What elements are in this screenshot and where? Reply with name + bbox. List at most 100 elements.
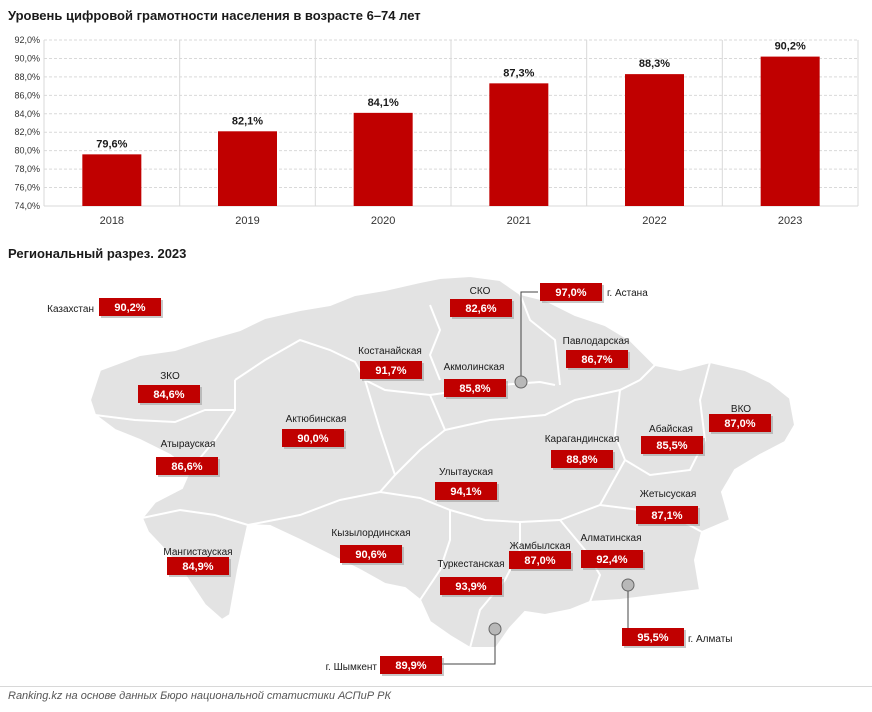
value-badge-label: 89,9%: [395, 660, 426, 672]
x-tick-label: 2020: [371, 215, 395, 227]
region-name: СКО: [470, 286, 491, 297]
value-badge: [435, 482, 497, 500]
value-badge-label: 85,8%: [459, 383, 490, 395]
x-tick-label: 2021: [507, 215, 531, 227]
bars: 79,6% 82,1% 84,1% 87,3% 88,3% 90,2%: [82, 41, 820, 206]
footer-divider: [0, 686, 872, 687]
x-axis: 2018 2019 2020 2021 2022 2023: [100, 215, 803, 227]
bar: [353, 112, 413, 206]
bar: [625, 74, 684, 206]
city-dot: [488, 622, 502, 636]
region-map: СКО 82,6% Костанайская 91,7% Акмолинская 85,8…: [47, 274, 797, 676]
bar-value-label: 84,1%: [368, 97, 399, 109]
region-name: Абайская: [649, 423, 693, 435]
bar: [760, 56, 820, 206]
region-name: Казахстан: [47, 304, 94, 315]
region-name: г. Астана: [607, 288, 648, 299]
value-badge: [156, 457, 218, 475]
bar-value-label: 82,1%: [232, 115, 263, 127]
value-badge: [444, 379, 506, 397]
value-badge-label: 87,0%: [724, 418, 755, 430]
region-name: г. Алматы: [688, 634, 732, 645]
value-badge-label: 90,0%: [297, 433, 328, 445]
value-badge: [282, 429, 344, 447]
bar: [82, 154, 142, 206]
value-badge-label: 82,6%: [465, 303, 496, 315]
value-badge: [551, 450, 613, 468]
region-name: Атырауская: [161, 439, 216, 450]
y-tick-label: 86,0%: [14, 90, 40, 100]
x-tick-label: 2018: [100, 215, 124, 227]
value-badge-label: 86,7%: [581, 354, 612, 366]
value-badge-label: 93,9%: [455, 581, 486, 593]
value-badge: [509, 551, 571, 569]
y-tick-label: 74,0%: [14, 201, 40, 211]
bar-chart-title: Уровень цифровой грамотности населения в…: [8, 8, 421, 23]
value-badge-label: 90,2%: [114, 302, 145, 314]
value-badge: [709, 414, 771, 432]
y-tick-label: 78,0%: [14, 164, 40, 174]
x-tick-label: 2019: [235, 215, 259, 227]
value-badge: [380, 656, 442, 674]
bar: [489, 83, 549, 206]
bar-value-label: 88,3%: [639, 58, 670, 70]
value-badge-label: 97,0%: [555, 287, 586, 299]
value-badge: [450, 299, 512, 317]
y-tick-label: 84,0%: [14, 109, 40, 119]
region-name: Кызылординская: [331, 528, 410, 539]
y-axis: 74,0% 76,0% 78,0% 80,0% 82,0% 84,0% 86,0% 88,0%…: [14, 35, 40, 211]
region-name: Алматинская: [581, 533, 642, 544]
value-badge-label: 87,1%: [651, 510, 682, 522]
region-name: Костанайская: [358, 346, 422, 357]
region-name: ВКО: [731, 404, 751, 415]
value-badge: [440, 577, 502, 595]
value-badge-label: 85,5%: [656, 440, 687, 452]
bar: [218, 131, 277, 206]
value-badge-label: 87,0%: [524, 555, 555, 567]
leader-line: [520, 291, 538, 376]
region-name: Жетысуская: [640, 489, 697, 500]
region-name: Улытауская: [439, 467, 493, 478]
x-tick-label: 2023: [778, 215, 802, 227]
value-badge-label: 86,6%: [171, 461, 202, 473]
value-badge: [138, 385, 200, 403]
value-badge-label: 84,9%: [182, 561, 213, 573]
value-badge-label: 94,1%: [450, 486, 481, 498]
value-badge: [360, 361, 422, 379]
region-name: Мангистауская: [163, 547, 232, 558]
city-dot: [621, 578, 635, 592]
value-badge-label: 91,7%: [375, 365, 406, 377]
y-tick-label: 76,0%: [14, 183, 40, 193]
value-badge: [99, 298, 161, 316]
y-tick-label: 92,0%: [14, 35, 40, 45]
value-badge-label: 92,4%: [596, 554, 627, 566]
region-name: Актюбинская: [286, 413, 347, 425]
map-title: Региональный разрез. 2023: [8, 246, 187, 261]
value-badge-label: 90,6%: [355, 549, 386, 561]
region-name: г. Шымкент: [326, 662, 378, 673]
y-tick-label: 80,0%: [14, 146, 40, 156]
region-name: Жамбылская: [510, 540, 571, 552]
city-dot: [514, 375, 528, 389]
source-note: Ranking.kz на основе данных Бюро национа…: [8, 690, 391, 702]
value-badge-label: 84,6%: [153, 389, 184, 401]
value-badge: [167, 557, 229, 575]
bar-value-label: 87,3%: [503, 67, 534, 79]
value-badge: [566, 350, 628, 368]
region-name: Карагандинская: [545, 434, 620, 445]
region-name: Акмолинская: [444, 362, 505, 373]
x-tick-label: 2022: [642, 215, 666, 227]
bar-value-label: 79,6%: [96, 138, 127, 150]
value-badge: [581, 550, 643, 568]
leader-line: [440, 635, 496, 665]
value-badge: [540, 283, 602, 301]
value-badge: [636, 506, 698, 524]
value-badge: [340, 545, 402, 563]
y-tick-label: 90,0%: [14, 53, 40, 63]
value-badge-label: 95,5%: [637, 632, 668, 644]
bar-chart: 74,0% 76,0% 78,0% 80,0% 82,0% 84,0% 86,0% 88,0%…: [14, 35, 859, 227]
region-name: Туркестанская: [437, 559, 504, 570]
value-badge: [641, 436, 703, 454]
y-tick-label: 82,0%: [14, 127, 40, 137]
value-badge: [622, 628, 684, 646]
